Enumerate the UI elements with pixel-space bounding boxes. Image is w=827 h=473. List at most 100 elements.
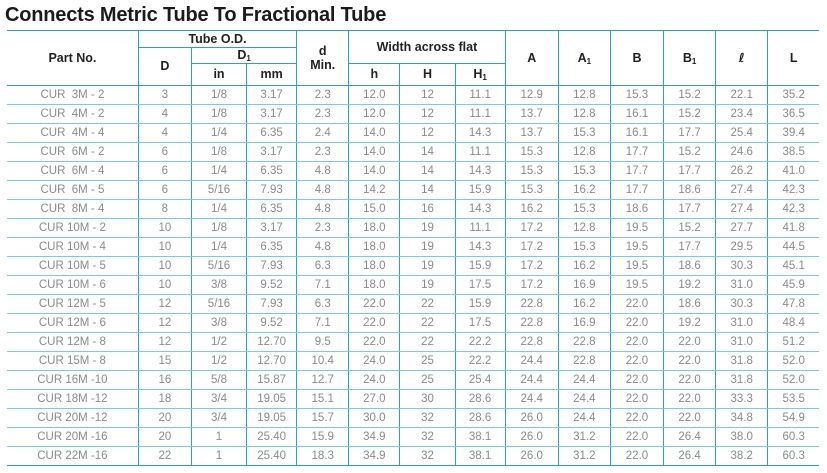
value-cell: 19.05 (246, 389, 298, 409)
value-cell: 42.3 (767, 199, 819, 219)
value-cell: 12.9 (504, 85, 559, 105)
value-cell: 6 (137, 180, 192, 200)
value-cell: 17.7 (663, 123, 717, 143)
value-cell: 6.3 (296, 294, 350, 314)
value-cell: 22.2 (454, 351, 506, 371)
value-cell: 22.0 (609, 313, 665, 333)
value-cell: 14 (399, 161, 456, 181)
value-cell: 17.7 (663, 237, 717, 257)
col-header-a1: A1 (557, 30, 611, 86)
value-cell: 11.1 (454, 142, 506, 162)
value-cell: 18.0 (348, 256, 401, 276)
part-no-cell: CUR 18M -12 (7, 389, 139, 409)
value-cell: 16.9 (557, 313, 611, 333)
value-cell: 15.9 (454, 180, 506, 200)
value-cell: 22.8 (557, 332, 611, 352)
value-cell: 25 (399, 351, 456, 371)
d-min-line1: d (318, 43, 327, 58)
value-cell: 22 (399, 332, 456, 352)
value-cell: 15.3 (504, 142, 559, 162)
value-cell: 16.1 (609, 104, 665, 124)
value-cell: 18.3 (296, 446, 350, 466)
part-no-cell: CUR 3M - 2 (7, 85, 139, 105)
value-cell: 9.5 (296, 332, 350, 352)
part-no-cell: CUR 4M - 2 (7, 104, 139, 124)
value-cell: 31.2 (557, 427, 611, 447)
part-no-cell: CUR 16M -10 (7, 370, 139, 390)
value-cell: 30.0 (348, 408, 401, 428)
value-cell: 27.4 (715, 180, 769, 200)
value-cell: 19.2 (663, 313, 717, 333)
value-cell: 31.8 (715, 370, 769, 390)
col-header-h-small: h (348, 63, 401, 86)
part-no-cell: CUR 10M - 2 (7, 218, 139, 238)
value-cell: 14.0 (348, 142, 401, 162)
value-cell: 17.7 (609, 180, 665, 200)
part-no-cell: CUR 10M - 5 (7, 256, 139, 276)
value-cell: 33.3 (715, 389, 769, 409)
value-cell: 22.8 (504, 313, 559, 333)
value-cell: 5/16 (190, 294, 248, 314)
value-cell: 22.8 (504, 332, 559, 352)
table-row: CUR 10M - 4 10 1/4 6.35 4.8 18.0 19 14.3 17.2 15.… (7, 237, 819, 257)
value-cell: 19.2 (663, 275, 717, 295)
value-cell: 41.8 (767, 218, 819, 238)
value-cell: 4 (137, 104, 192, 124)
value-cell: 1/8 (190, 142, 248, 162)
value-cell: 10 (137, 218, 192, 238)
value-cell: 14.3 (454, 123, 506, 143)
value-cell: 14 (399, 180, 456, 200)
value-cell: 44.5 (767, 237, 819, 257)
value-cell: 45.9 (767, 275, 819, 295)
value-cell: 19.5 (609, 275, 665, 295)
table-row: CUR 6M - 4 6 1/4 6.35 4.8 14.0 14 14.3 15.3 15.3 1… (7, 161, 819, 181)
part-no-cell: CUR 4M - 4 (7, 123, 139, 143)
value-cell: 12.8 (557, 104, 611, 124)
value-cell: 22.0 (663, 389, 717, 409)
value-cell: 18.6 (663, 294, 717, 314)
value-cell: 12 (399, 104, 456, 124)
value-cell: 45.1 (767, 256, 819, 276)
table-row: CUR 12M - 6 12 3/8 9.52 7.1 22.0 22 17.5 22.8 16.… (7, 313, 819, 333)
value-cell: 36.5 (767, 104, 819, 124)
value-cell: 25.4 (715, 123, 769, 143)
header-row-3: in mm h H H1 (7, 63, 819, 86)
value-cell: 4 (137, 123, 192, 143)
col-header-l: L (767, 30, 819, 86)
value-cell: 12 (399, 85, 456, 105)
table-header: Part No. Tube O.D. d Min. Width across fl… (7, 30, 819, 86)
value-cell: 22.0 (609, 446, 665, 466)
value-cell: 32 (399, 427, 456, 447)
value-cell: 3.17 (246, 85, 298, 105)
a1-sub: 1 (586, 56, 592, 66)
value-cell: 22.0 (609, 351, 665, 371)
value-cell: 24.0 (348, 351, 401, 371)
value-cell: 22.0 (663, 351, 717, 371)
value-cell: 31.0 (715, 275, 769, 295)
h1-base: H (473, 67, 483, 82)
value-cell: 16 (399, 199, 456, 219)
value-cell: 17.7 (663, 161, 717, 181)
d-min-line2: Min. (310, 58, 336, 72)
value-cell: 24.4 (557, 370, 611, 390)
value-cell: 15.2 (663, 218, 717, 238)
value-cell: 52.0 (767, 370, 819, 390)
value-cell: 17.7 (663, 199, 717, 219)
value-cell: 11.1 (454, 218, 506, 238)
table-body: CUR 3M - 2 3 1/8 3.17 2.3 12.0 12 11.1 12.9 12.8 1… (7, 85, 819, 466)
table-row: CUR 20M -16 20 1 25.40 15.9 34.9 32 38.1 26.0 31.… (7, 427, 819, 447)
value-cell: 26.2 (715, 161, 769, 181)
value-cell: 10 (137, 256, 192, 276)
value-cell: 12 (137, 313, 192, 333)
value-cell: 13.7 (504, 123, 559, 143)
value-cell: 16.9 (557, 275, 611, 295)
value-cell: 60.3 (767, 446, 819, 466)
value-cell: 16 (137, 370, 192, 390)
value-cell: 19.05 (246, 408, 298, 428)
value-cell: 14.3 (454, 237, 506, 257)
value-cell: 2.3 (296, 218, 350, 238)
value-cell: 3 (137, 85, 192, 105)
value-cell: 18.6 (663, 180, 717, 200)
value-cell: 53.5 (767, 389, 819, 409)
value-cell: 22.0 (348, 294, 401, 314)
